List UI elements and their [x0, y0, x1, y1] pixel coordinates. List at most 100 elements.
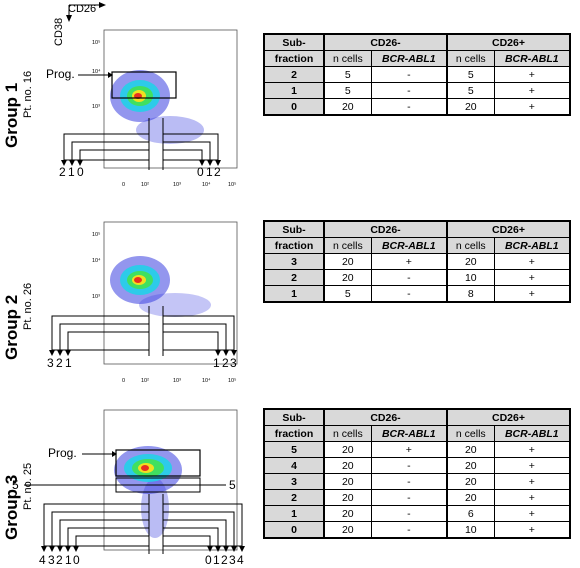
cell: -: [370, 473, 448, 490]
cell: -: [370, 269, 448, 286]
header-sub: Sub-: [263, 220, 325, 238]
cell: 5: [445, 82, 495, 99]
x-tick-label: 10⁴: [202, 181, 211, 188]
table-row: 0 20-20 +: [263, 98, 571, 116]
row-sub: 2: [263, 66, 325, 83]
row-sub: 1: [263, 82, 325, 99]
cell: +: [493, 98, 571, 116]
x-tick-label: 0: [122, 182, 125, 188]
header-bcr-abl1: BCR-ABL1: [493, 50, 571, 67]
gate-right-label: 2: [221, 553, 228, 567]
gate-right-label: 1: [206, 165, 213, 179]
cell: 20: [445, 441, 495, 458]
cell: 20: [322, 98, 372, 116]
cell: 6: [445, 505, 495, 522]
table-row: 1 5-5 +: [263, 82, 571, 99]
gate-left-label: 4: [39, 553, 46, 567]
flow-plot: Prog. 5 5 4 3 2 1 0 0 1 2: [12, 409, 245, 567]
gate-5-left-label: 5: [12, 478, 19, 492]
cell: 20: [322, 489, 372, 506]
gate-left-label: 1: [65, 356, 72, 370]
table-row: 3 20 +20 +: [263, 253, 571, 270]
x-tick-label: 10²: [141, 182, 149, 188]
y-tick-label: 10⁵: [92, 39, 100, 46]
table-row: 2 20-20 +: [263, 489, 571, 506]
header-ncells: n cells: [322, 425, 372, 442]
x-axis-label: CD26: [68, 3, 96, 15]
cell: 5: [322, 285, 372, 303]
gate-left-label: 3: [47, 356, 54, 370]
header-bcr-abl1: BCR-ABL1: [370, 237, 448, 254]
cell: +: [493, 285, 571, 303]
cell: 20: [322, 521, 372, 539]
cell: 20: [445, 253, 495, 270]
gate-left-label: 0: [77, 165, 84, 179]
gate-left-label: 0: [73, 553, 80, 567]
header-fraction: fraction: [263, 425, 325, 442]
cell: +: [493, 505, 571, 522]
y-tick-label: 10⁵: [92, 231, 100, 238]
row-sub: 3: [263, 253, 325, 270]
cell: -: [370, 82, 448, 99]
table-row: 4 20-20 +: [263, 457, 571, 474]
gate-left-label: 2: [56, 553, 63, 567]
flow-plot: 3 2 1 1 2 3 10⁵ 10⁴ 10³ 0 10² 10³ 10⁴ 10…: [47, 221, 238, 384]
x-tick-label: 0: [122, 378, 125, 384]
cell: 5: [322, 66, 372, 83]
y-axis-label: CD38: [53, 18, 65, 46]
x-tick-label: 10⁵: [228, 181, 236, 188]
gate-left-label: 1: [65, 553, 72, 567]
prog-label: Prog.: [46, 67, 75, 81]
header-cd26-pos: CD26+: [445, 220, 571, 238]
header-sub: Sub-: [263, 33, 325, 51]
cell: 8: [445, 285, 495, 303]
gate-left-label: 2: [59, 165, 66, 179]
cell: 10: [445, 269, 495, 286]
cell: +: [493, 473, 571, 490]
row-sub: 4: [263, 457, 325, 474]
y-tick-label: 10⁴: [92, 257, 101, 264]
header-ncells: n cells: [445, 425, 495, 442]
cell: 20: [322, 269, 372, 286]
header-cd26-neg: CD26-: [323, 220, 448, 238]
cell: -: [370, 285, 448, 303]
group-2-panel: Group 2 Pt. no. 26 3 2 1 1: [0, 210, 580, 390]
cell: 20: [322, 473, 372, 490]
gate-left-label: 3: [48, 553, 55, 567]
cell-density: [110, 256, 211, 317]
cell: -: [370, 521, 448, 539]
header-cd26-neg: CD26-: [323, 408, 448, 426]
header-ncells: n cells: [445, 50, 495, 67]
prog-label: Prog.: [48, 446, 77, 460]
row-sub: 0: [263, 521, 325, 539]
cell: 20: [322, 457, 372, 474]
cell: +: [370, 253, 448, 270]
header-ncells: n cells: [322, 237, 372, 254]
header-bcr-abl1: BCR-ABL1: [370, 50, 448, 67]
header-sub: Sub-: [263, 408, 325, 426]
gate-left-label: 1: [68, 165, 75, 179]
y-tick-label: 10³: [92, 294, 100, 300]
flow-plot: CD26 CD38 Prog.: [46, 2, 238, 188]
gate-right-label: 0: [197, 165, 204, 179]
cell: 20: [445, 473, 495, 490]
row-sub: 2: [263, 489, 325, 506]
cell: +: [493, 521, 571, 539]
cell: 20: [445, 98, 495, 116]
gate-right-label: 3: [230, 356, 237, 370]
header-bcr-abl1: BCR-ABL1: [493, 237, 571, 254]
table-row: 3 20-20 +: [263, 473, 571, 490]
row-sub: 0: [263, 98, 325, 116]
gate-right-label: 1: [213, 356, 220, 370]
cell: +: [493, 489, 571, 506]
table-row: 5 20 +20 +: [263, 441, 571, 458]
y-tick-label: 10³: [92, 104, 100, 110]
header-fraction: fraction: [263, 237, 325, 254]
x-tick-label: 10⁴: [202, 377, 211, 384]
cell: +: [493, 269, 571, 286]
cell-density: [110, 70, 204, 144]
cell: 20: [322, 253, 372, 270]
gate-left-label: 2: [56, 356, 63, 370]
gate-right-label: 2: [214, 165, 221, 179]
cell: 5: [322, 82, 372, 99]
